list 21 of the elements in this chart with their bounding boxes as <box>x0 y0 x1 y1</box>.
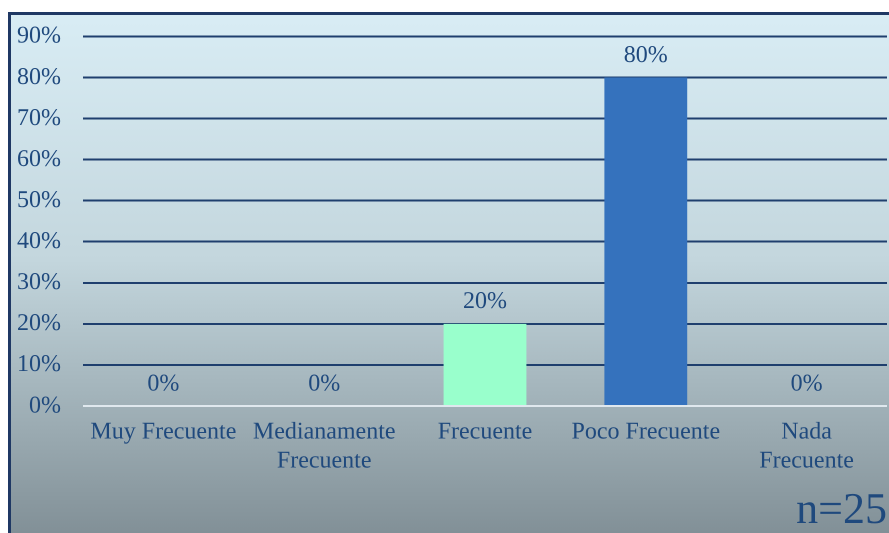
data-label: 80% <box>624 42 668 68</box>
y-tick-label: 20% <box>17 310 61 336</box>
data-label: 0% <box>308 370 340 396</box>
y-tick-label: 10% <box>17 351 61 378</box>
y-tick-label: 0% <box>29 392 61 418</box>
x-tick-label: Frecuente <box>438 418 532 445</box>
y-tick-label: 70% <box>17 104 61 131</box>
x-tick-label: Nada Frecuente <box>759 418 854 474</box>
y-tick-label: 60% <box>17 146 61 172</box>
text: n=25 <box>796 484 887 533</box>
data-label: 20% <box>463 288 507 314</box>
y-tick-label: 40% <box>17 228 61 254</box>
y-tick-label: 90% <box>17 22 61 49</box>
x-tick-label: Poco Frecuente <box>571 418 720 445</box>
y-tick-label: 80% <box>17 64 61 90</box>
x-tick-label: Muy Frecuente <box>90 418 236 445</box>
y-tick-label: 30% <box>17 269 61 296</box>
y-tick-label: 50% <box>17 186 61 213</box>
data-label: 0% <box>147 370 180 396</box>
data-label: 0% <box>790 370 823 396</box>
x-tick-label: Medianamente Frecuente <box>252 418 396 474</box>
